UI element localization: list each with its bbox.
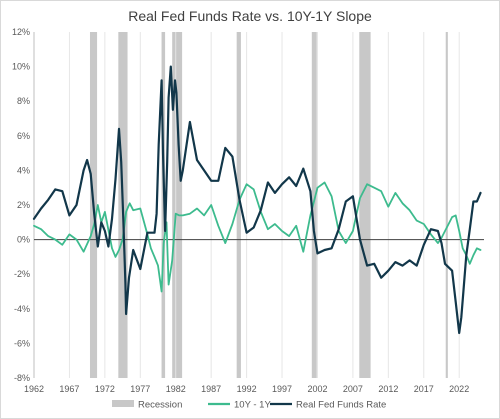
x-tick-label: 1967: [59, 384, 79, 394]
y-tick-label: 8%: [17, 96, 30, 106]
y-tick-label: 2%: [17, 200, 30, 210]
x-tick-label: 1962: [24, 384, 44, 394]
y-tick-label: 0%: [17, 235, 30, 245]
y-tick-label: -4%: [14, 304, 30, 314]
y-tick-label: 6%: [17, 131, 30, 141]
x-tick-label: 1992: [237, 384, 257, 394]
recession-bands: [89, 32, 448, 378]
x-tick-label: 2012: [378, 384, 398, 394]
recession-band-7: [445, 32, 448, 378]
series-lines: [32, 65, 482, 335]
y-tick-label: 10%: [12, 62, 30, 72]
x-tick-label: 2017: [414, 384, 434, 394]
recession-band-3: [172, 32, 183, 378]
legend: Recession 10Y - 1Y Real Fed Funds Rate: [112, 400, 386, 411]
y-tick-label: -6%: [14, 338, 30, 348]
recession-band-5: [311, 32, 317, 378]
series-line-10y-1y: [33, 181, 482, 293]
y-tick-label: -8%: [14, 373, 30, 383]
x-tick-label: 1977: [130, 384, 150, 394]
legend-label: 10Y - 1Y: [234, 400, 271, 411]
x-tick-label: 2007: [343, 384, 363, 394]
legend-label: Recession: [138, 400, 182, 411]
recession-band-6: [359, 32, 371, 378]
legend-label: Real Fed Funds Rate: [296, 400, 386, 411]
series-line-real-fed-funds: [32, 65, 482, 335]
x-tick-label: 1997: [272, 384, 292, 394]
y-tick-label: -2%: [14, 269, 30, 279]
x-tick-label: 2002: [307, 384, 327, 394]
x-tick-label: 2022: [449, 384, 469, 394]
y-tick-label: 12%: [12, 27, 30, 37]
y-tick-label: 4%: [17, 165, 30, 175]
x-tick-label: 1972: [95, 384, 115, 394]
x-tick-label: 1987: [201, 384, 221, 394]
axes: -8% -6% -4% -2% 0% 2% 4% 6% 8% 10% 12% 1962 1967 1972…: [12, 27, 484, 394]
x-tick-label: 1982: [166, 384, 186, 394]
legend-swatch-recession: [112, 400, 134, 407]
chart-title: Real Fed Funds Rate vs. 10Y-1Y Slope: [128, 8, 372, 24]
